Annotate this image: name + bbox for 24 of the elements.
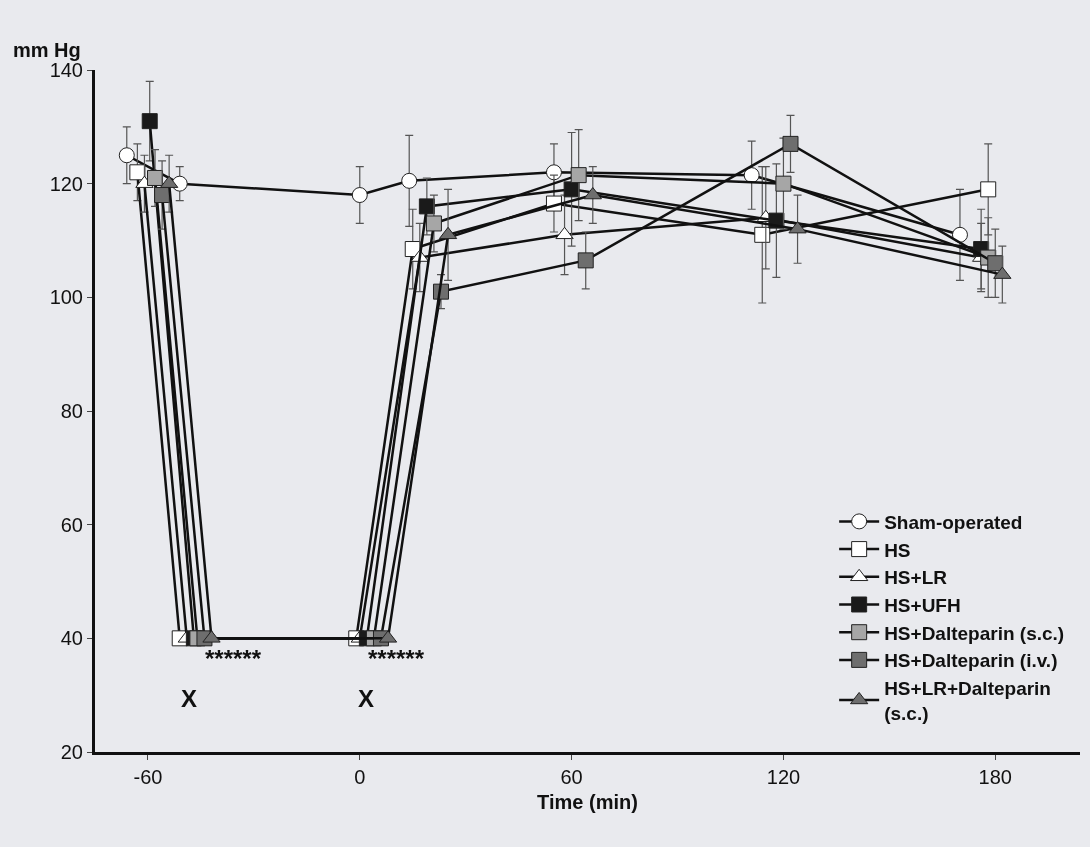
- x-tick-label: 180: [978, 766, 1012, 788]
- y-tick-label: 120: [49, 172, 83, 195]
- legend-label: HS+LR+Dalteparin (s.c.): [884, 678, 1051, 724]
- legend-label: HS+Dalteparin (i.v.): [884, 650, 1058, 672]
- y-tick-label: 80: [60, 400, 83, 422]
- annotation: X: [358, 685, 375, 712]
- y-tick-label: 60: [60, 513, 83, 536]
- y-tick-label: 20: [60, 741, 83, 763]
- x-tick-label: -60: [133, 766, 163, 788]
- x-tick-label: 60: [560, 766, 583, 788]
- annotation: ******: [205, 645, 262, 672]
- legend-label: HS+Dalteparin (s.c.): [884, 622, 1065, 644]
- legend-label: HS+UFH: [884, 594, 961, 616]
- legend-label: Sham-operated: [884, 511, 1023, 533]
- legend-label: HS: [884, 539, 911, 561]
- x-tick-label: 0: [354, 766, 366, 788]
- annotation: X: [181, 685, 198, 712]
- x-axis-title: Time (min): [537, 790, 638, 813]
- y-tick-label: 40: [60, 627, 83, 650]
- legend-label: HS+LR: [884, 567, 948, 589]
- y-tick-label: 100: [49, 286, 83, 309]
- y-axis-title: mm Hg: [13, 39, 81, 61]
- x-tick-label: 120: [766, 766, 801, 788]
- annotation: ******: [368, 645, 425, 672]
